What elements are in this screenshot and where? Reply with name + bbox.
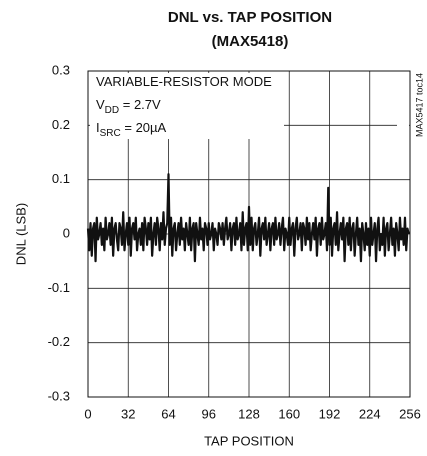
y-tick-label: 0.2 bbox=[52, 117, 70, 132]
annotation-text: VARIABLE-RESISTOR MODE bbox=[96, 74, 272, 89]
x-tick-label: 64 bbox=[161, 406, 175, 421]
chart-subtitle: (MAX5418) bbox=[212, 33, 289, 50]
x-axis-label: TAP POSITION bbox=[204, 433, 294, 448]
x-tick-label: 224 bbox=[359, 406, 381, 421]
x-tick-label: 32 bbox=[121, 406, 135, 421]
x-tick-label: 256 bbox=[399, 406, 421, 421]
x-tick-label: 192 bbox=[319, 406, 341, 421]
chart-title: DNL vs. TAP POSITION bbox=[168, 9, 332, 26]
annotation: VDD = 2.7V bbox=[96, 97, 161, 115]
annotation-text: = 2.7V bbox=[119, 97, 161, 112]
x-tick-label: 96 bbox=[202, 406, 216, 421]
side-note-bg bbox=[397, 73, 409, 165]
x-tick-label: 0 bbox=[84, 406, 91, 421]
x-tick-label: 128 bbox=[238, 406, 260, 421]
annotation: ISRC = 20µA bbox=[96, 120, 167, 138]
y-tick-label: 0.1 bbox=[52, 171, 70, 186]
side-note: MAX5417 toc14 bbox=[414, 73, 424, 137]
y-tick-label: 0.3 bbox=[52, 62, 70, 77]
data-line bbox=[86, 173, 410, 263]
x-tick-label: 160 bbox=[278, 406, 300, 421]
y-tick-label: -0.2 bbox=[48, 334, 70, 349]
annotation-box bbox=[90, 73, 284, 139]
annotation: VARIABLE-RESISTOR MODE bbox=[96, 74, 272, 89]
y-axis-label: DNL (LSB) bbox=[13, 203, 28, 265]
annotation-subscript: SRC bbox=[100, 128, 121, 139]
annotation-text: I bbox=[96, 120, 100, 135]
annotation-subscript: DD bbox=[105, 105, 119, 116]
annotation-text: V bbox=[96, 97, 105, 112]
y-tick-label: -0.3 bbox=[48, 388, 70, 403]
y-tick-label: -0.1 bbox=[48, 280, 70, 295]
y-tick-label: 0 bbox=[63, 225, 70, 240]
annotation-text: = 20µA bbox=[121, 120, 167, 135]
